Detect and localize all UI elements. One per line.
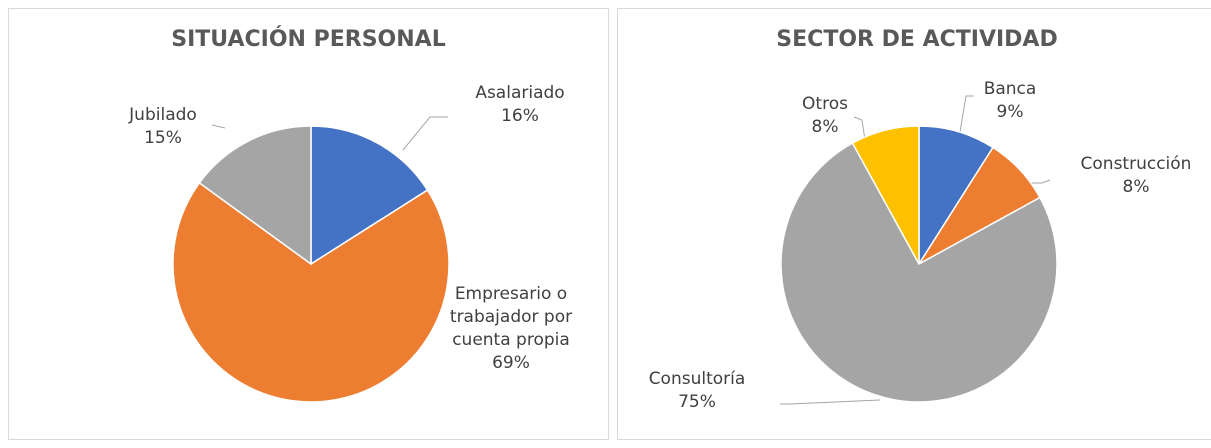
pie-slice [172, 181, 450, 403]
data-label: Otros 8% [785, 93, 865, 139]
value-label: 69% [492, 353, 530, 373]
data-label: Empresario o trabajador por cuenta propi… [441, 283, 581, 375]
chart-title: SECTOR DE ACTIVIDAD [776, 27, 1058, 52]
leader-line [1030, 179, 1051, 184]
data-label: Banca 9% [960, 78, 1060, 124]
category-label: Construcción [1080, 154, 1192, 174]
pie-slice [310, 125, 429, 266]
data-label: Jubilado 15% [103, 104, 223, 150]
value-label: 8% [1122, 177, 1150, 197]
pie-slice [198, 125, 312, 266]
chart-panel: SITUACIÓN PERSONAL [8, 8, 609, 440]
leader-line [959, 95, 974, 133]
leader-line [211, 124, 226, 129]
pie-slice [780, 142, 1058, 403]
data-label: Asalariado 16% [450, 82, 590, 128]
category-label: Jubilado [129, 105, 197, 125]
category-label: Empresario o trabajador por cuenta propi… [449, 284, 573, 350]
leader-line [780, 399, 881, 405]
leader-line [402, 116, 448, 151]
category-label: Banca [983, 79, 1037, 99]
category-label: Asalariado [475, 83, 565, 103]
category-label: Otros [802, 94, 848, 114]
data-label: Construcción 8% [1066, 153, 1206, 199]
data-label: Consultoría 75% [627, 368, 767, 414]
value-label: 15% [144, 128, 182, 148]
category-label: Consultoría [648, 369, 746, 389]
value-label: 75% [678, 392, 716, 412]
chart-title: SITUACIÓN PERSONAL [171, 27, 446, 52]
leader-line [853, 116, 866, 141]
pie-slice [851, 125, 920, 265]
value-label: 8% [811, 117, 839, 137]
chart-panel: SECTOR DE ACTIVIDAD [617, 8, 1211, 440]
value-label: 9% [996, 102, 1024, 122]
value-label: 16% [501, 106, 539, 126]
